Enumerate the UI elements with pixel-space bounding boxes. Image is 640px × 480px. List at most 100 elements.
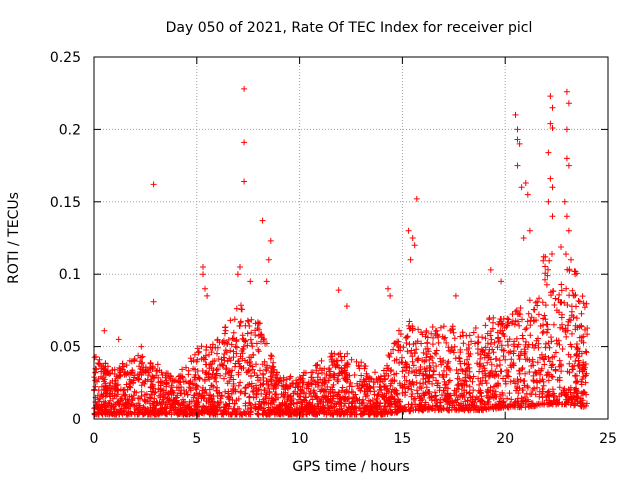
roti-point <box>568 343 575 350</box>
roti-point <box>527 391 534 398</box>
roti-point <box>434 331 441 338</box>
roti-point <box>558 368 565 375</box>
roti-point <box>538 351 545 358</box>
roti-point <box>478 390 485 397</box>
roti-point <box>516 140 523 147</box>
roti-point <box>151 390 158 396</box>
roti-point <box>526 227 533 234</box>
roti-point <box>406 318 413 325</box>
roti-point <box>252 405 259 412</box>
roti-point <box>572 271 579 278</box>
roti-point <box>325 366 332 373</box>
roti-point <box>461 387 468 394</box>
roti-point <box>409 235 416 241</box>
data-points <box>91 85 591 418</box>
roti-point <box>359 396 366 403</box>
roti-point <box>463 378 470 385</box>
roti-point <box>222 347 229 354</box>
roti-point <box>112 411 119 418</box>
roti-point <box>498 278 505 285</box>
roti-point <box>244 342 251 349</box>
x-tick-label: 10 <box>291 431 309 447</box>
roti-point <box>303 385 310 392</box>
roti-point <box>540 322 546 329</box>
roti-point <box>584 325 591 332</box>
roti-point <box>210 367 217 374</box>
roti-point <box>177 402 184 409</box>
roti-point <box>385 285 391 292</box>
roti-point <box>455 354 462 361</box>
roti-point <box>240 365 247 371</box>
roti-point <box>413 195 420 202</box>
roti-point <box>377 386 383 393</box>
roti-point <box>387 393 394 400</box>
roti-point <box>120 391 127 398</box>
roti-point <box>285 404 292 411</box>
roti-point <box>430 368 437 375</box>
roti-point <box>420 349 427 356</box>
roti-point <box>258 400 265 407</box>
roti-point <box>374 392 381 399</box>
roti-point <box>314 411 321 417</box>
roti-point <box>185 367 192 374</box>
roti-point <box>469 378 476 385</box>
roti-point <box>470 373 477 380</box>
roti-point <box>268 365 274 372</box>
roti-point <box>583 400 590 407</box>
roti-point <box>344 371 350 378</box>
roti-point <box>528 314 535 321</box>
roti-point <box>396 327 402 334</box>
roti-point <box>487 384 494 391</box>
roti-point <box>309 369 316 376</box>
roti-point <box>142 368 149 375</box>
roti-point <box>519 365 526 371</box>
roti-point <box>477 398 483 405</box>
y-tick-label: 0 <box>72 412 81 428</box>
roti-point <box>263 378 270 384</box>
roti-point <box>162 410 169 417</box>
roti-point <box>308 406 315 412</box>
roti-point <box>467 394 474 401</box>
roti-point <box>552 349 559 356</box>
roti-point <box>206 351 212 358</box>
roti-point <box>540 382 547 389</box>
roti-point <box>542 302 549 309</box>
roti-point <box>205 408 212 415</box>
roti-point <box>135 376 142 383</box>
roti-point <box>569 330 575 337</box>
roti-point <box>102 372 109 378</box>
roti-point <box>282 381 289 388</box>
roti-point <box>425 403 432 410</box>
roti-point <box>565 162 572 169</box>
roti-point <box>524 318 531 325</box>
roti-point <box>92 369 99 376</box>
roti-point <box>321 377 328 384</box>
roti-point <box>328 410 335 417</box>
roti-point <box>342 367 349 374</box>
roti-point <box>361 363 368 369</box>
roti-point <box>503 373 510 380</box>
roti-point <box>224 358 231 365</box>
roti-point <box>480 407 487 414</box>
roti-point <box>169 402 176 409</box>
roti-point <box>289 380 296 386</box>
roti-point <box>387 400 394 407</box>
roti-point <box>212 407 218 414</box>
roti-point <box>454 382 461 389</box>
roti-point <box>237 353 244 360</box>
roti-point <box>452 292 459 299</box>
roti-point <box>536 393 543 400</box>
roti-point <box>202 361 209 368</box>
x-tick-label: 15 <box>393 431 411 447</box>
roti-point <box>166 373 173 380</box>
roti-point <box>450 329 457 336</box>
roti-point <box>232 360 239 367</box>
roti-point <box>546 358 553 365</box>
roti-point <box>576 361 583 368</box>
roti-point <box>221 375 227 382</box>
roti-point <box>580 333 587 340</box>
roti-point <box>335 389 342 396</box>
roti-point <box>363 370 370 377</box>
roti-point <box>189 380 196 387</box>
roti-point <box>472 325 479 331</box>
